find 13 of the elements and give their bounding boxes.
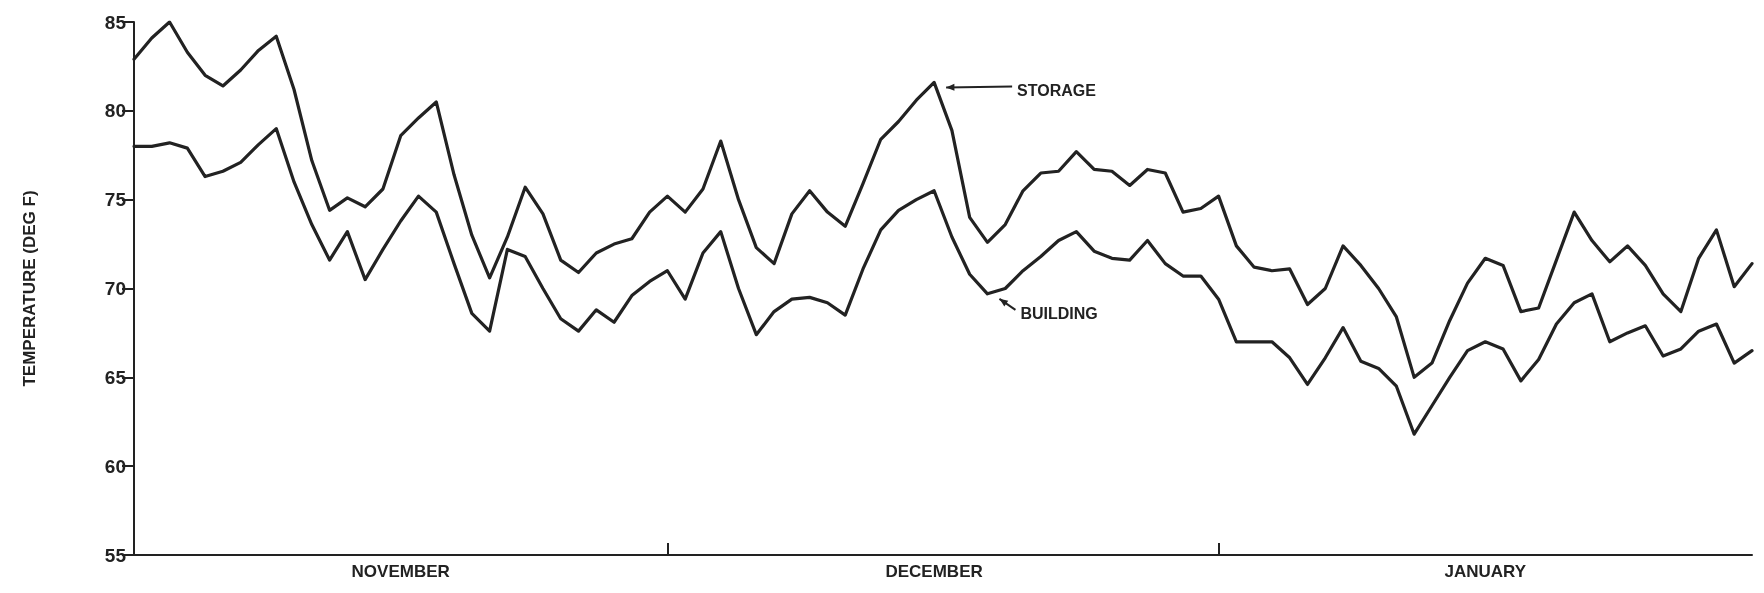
y-tick-label: 65 [104,366,127,388]
y-tick-label: 85 [104,11,127,33]
x-tick-label: NOVEMBER [351,562,450,581]
x-tick-label: DECEMBER [885,562,983,581]
y-tick-label: 55 [104,544,127,566]
y-tick-label: 60 [104,455,126,477]
legend-label: BUILDING [1020,305,1098,323]
y-tick-label: 75 [104,189,127,211]
x-tick-label: JANUARY [1444,562,1527,581]
y-tick-label: 70 [104,278,126,299]
legend-label: STORAGE [1017,81,1097,99]
y-tick-label: 80 [104,100,126,122]
y-axis-title: TEMPERATURE (DEG F) [20,190,39,387]
